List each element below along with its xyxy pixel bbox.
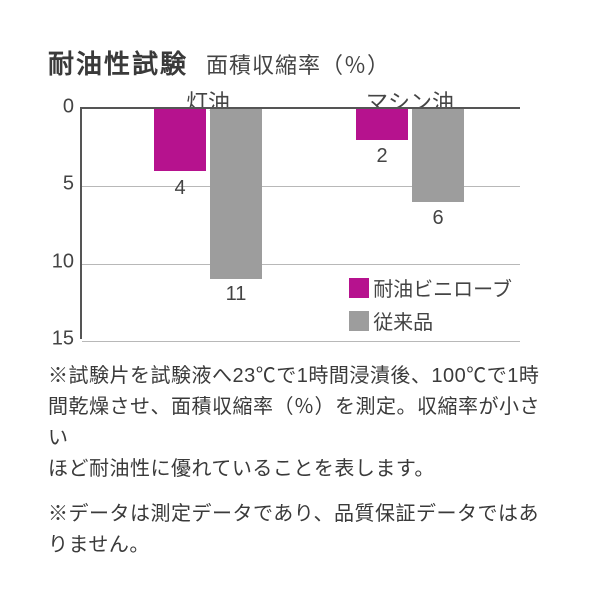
legend-label-1: 従来品	[373, 306, 433, 335]
page-root: 耐油性試験 面積収縮率（％） 0 5 10 15 灯油 マシン油 4	[0, 0, 600, 581]
footnote-line-1: ※試験片を試験液へ23℃で1時間浸漬後、100℃で1時	[48, 365, 539, 387]
bar-kerosene-series-a	[154, 109, 206, 171]
bar-chart: 0 5 10 15 灯油 マシン油 4 11 2 6	[80, 89, 520, 349]
bar-label-machine-b: 6	[432, 207, 443, 230]
bar-label-machine-a: 2	[376, 145, 387, 168]
legend-item-1: 従来品	[349, 306, 512, 335]
chart-title-main: 耐油性試験	[48, 44, 188, 81]
bar-machine-series-a	[356, 109, 408, 140]
bar-kerosene-series-b	[210, 109, 262, 279]
legend-swatch-1	[349, 311, 369, 331]
legend-swatch-0	[349, 278, 369, 298]
footnote-line-2: 間乾燥させ、面積収縮率（％）を測定。収縮率が小さい	[48, 396, 540, 449]
footnote-method: ※試験片を試験液へ23℃で1時間浸漬後、100℃で1時 間乾燥させ、面積収縮率（…	[48, 361, 552, 485]
chart-container: 0 5 10 15 灯油 マシン油 4 11 2 6	[80, 89, 552, 349]
chart-title-sub: 面積収縮率（％）	[206, 48, 390, 80]
gridline-15	[82, 341, 520, 342]
legend: 耐油ビニローブ 従来品	[349, 269, 512, 335]
legend-label-0: 耐油ビニローブ	[373, 273, 512, 302]
bar-label-kerosene-a: 4	[174, 177, 185, 200]
footnote-disclaimer: ※データは測定データであり、品質保証データではありません。	[48, 499, 552, 561]
y-tick-0: 0	[63, 96, 74, 119]
bar-machine-series-b	[412, 109, 464, 202]
y-tick-10: 10	[52, 251, 74, 274]
footnote-line-3: ほど耐油性に優れていることを表します。	[48, 458, 435, 480]
legend-item-0: 耐油ビニローブ	[349, 273, 512, 302]
gridline-10	[82, 264, 520, 265]
y-tick-15: 15	[52, 328, 74, 351]
y-tick-5: 5	[63, 173, 74, 196]
bar-label-kerosene-b: 11	[226, 283, 247, 306]
title-row: 耐油性試験 面積収縮率（％）	[48, 44, 552, 81]
